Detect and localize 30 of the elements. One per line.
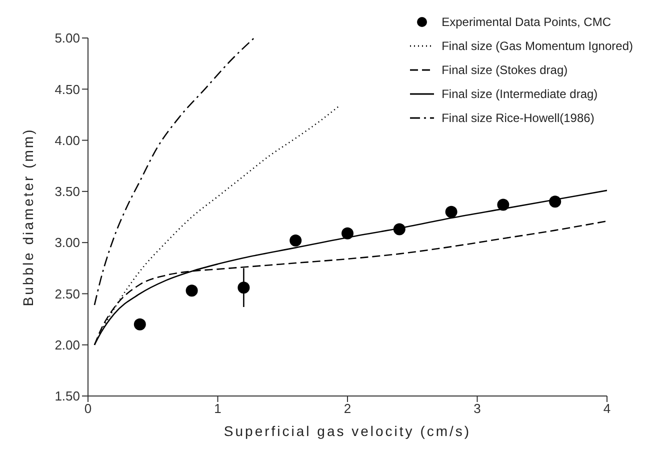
legend-label: Final size (Intermediate drag): [442, 86, 598, 103]
y-tick-label: 1.50: [54, 388, 80, 404]
line-series: [94, 38, 255, 306]
legend-label: Final size (Gas Momentum Ignored): [442, 38, 633, 55]
point: [497, 198, 510, 211]
y-axis-title: Bubble diameter (mm): [20, 128, 36, 306]
point: [393, 223, 406, 236]
point: [238, 282, 250, 294]
x-tick-label: 2: [344, 401, 352, 416]
legend-label: Final size (Stokes drag): [442, 62, 568, 79]
point: [549, 196, 562, 208]
y-tick-label: 3.00: [54, 235, 80, 250]
point: [134, 318, 146, 330]
y-tick-label: 4.00: [54, 132, 80, 148]
x-tick-label: 0: [84, 401, 92, 416]
y-tick-label: 5.00: [54, 30, 80, 46]
x-tick-label: 3: [474, 401, 481, 416]
y-tick-label: 3.50: [54, 184, 80, 200]
y-tick-label: 4.50: [54, 82, 80, 97]
x-tick-label: 1: [214, 401, 222, 416]
y-tick-label: 2.50: [54, 286, 80, 302]
point: [186, 284, 198, 297]
point: [342, 227, 354, 240]
x-axis-title: Superficial gas velocity (cm/s): [224, 423, 472, 439]
legend-label: Experimental Data Points, CMC: [442, 14, 611, 31]
x-tick-label: 4: [603, 401, 611, 416]
point: [445, 206, 458, 218]
legend-label: Final size Rice-Howell(1986): [442, 110, 594, 127]
point: [290, 234, 302, 247]
y-tick-label: 2.00: [54, 337, 80, 352]
